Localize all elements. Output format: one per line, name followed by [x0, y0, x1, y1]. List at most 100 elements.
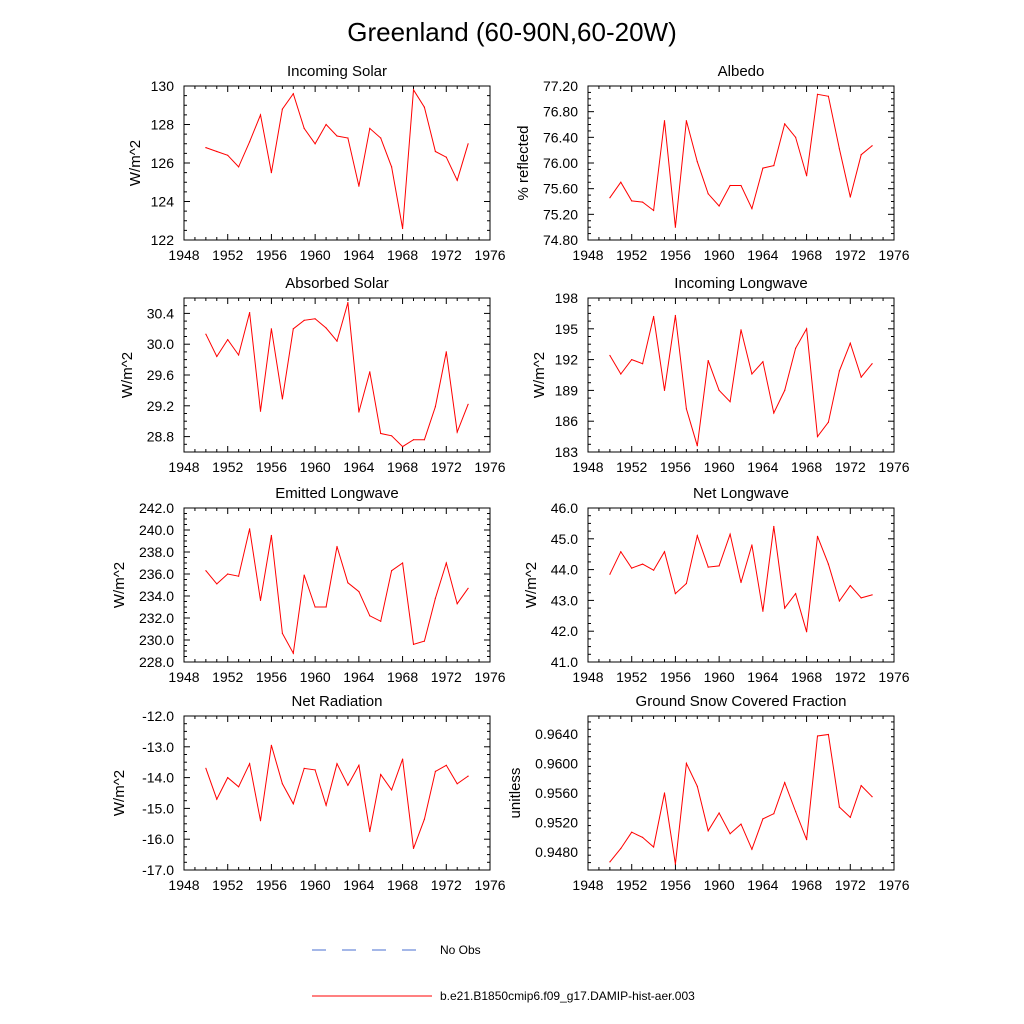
- x-tick-label: 1952: [616, 247, 647, 263]
- x-tick-label: 1960: [704, 669, 735, 685]
- data-point: [227, 777, 229, 779]
- data-point: [707, 360, 709, 362]
- data-point: [259, 599, 262, 602]
- data-point: [784, 782, 786, 784]
- data-point: [849, 196, 851, 198]
- y-tick-label: 126: [151, 155, 175, 171]
- data-point: [281, 108, 283, 110]
- x-tick-label: 1948: [572, 247, 603, 263]
- data-point: [609, 573, 611, 575]
- y-tick-label: 77.20: [543, 78, 578, 94]
- x-tick-label: 1960: [300, 459, 331, 475]
- series-line: [205, 528, 469, 655]
- plot-frame: [587, 507, 895, 663]
- data-point: [445, 764, 447, 766]
- data-point: [467, 587, 469, 589]
- data-point: [369, 830, 371, 833]
- data-point: [729, 533, 731, 535]
- data-point: [303, 127, 305, 129]
- data-point: [871, 363, 873, 365]
- data-point: [827, 733, 830, 736]
- data-point: [773, 813, 775, 815]
- x-tick-label: 1972: [835, 459, 866, 475]
- data-point: [685, 408, 688, 410]
- panel-title: Ground Snow Covered Fraction: [636, 693, 847, 710]
- y-tick-label: 75.60: [543, 181, 578, 197]
- x-tick-label: 1964: [747, 877, 778, 893]
- data-point: [740, 581, 742, 584]
- data-point: [707, 193, 709, 195]
- data-point: [445, 156, 447, 158]
- plot-frame: [183, 715, 491, 871]
- y-tick-label: 0.9480: [535, 844, 578, 860]
- data-point: [292, 93, 294, 95]
- y-tick-label: 43.0: [551, 592, 578, 608]
- data-point: [292, 803, 294, 805]
- y-tick-label: 74.80: [543, 232, 578, 248]
- data-point: [674, 314, 677, 317]
- plot-frame: [587, 85, 895, 241]
- panel-emitted-longwave: Emitted Longwave 1948 1952 1956 1960 1964 1968…: [111, 485, 506, 685]
- y-tick-label: 228.0: [139, 654, 174, 670]
- data-point: [434, 597, 436, 599]
- data-point: [270, 172, 272, 174]
- data-point: [303, 767, 305, 770]
- x-tick-label: 1972: [835, 877, 866, 893]
- x-tick-label: 1952: [212, 459, 243, 475]
- data-point: [707, 830, 709, 832]
- y-axis-label: W/m^2: [531, 352, 548, 398]
- y-tick-label: 0.9560: [535, 785, 578, 801]
- data-point: [402, 446, 404, 448]
- series-line: [609, 93, 873, 228]
- x-tick-label: 1976: [474, 459, 505, 475]
- x-tick-label: 1964: [343, 669, 374, 685]
- x-tick-label: 1948: [572, 877, 603, 893]
- y-tick-label: 242.0: [139, 500, 174, 516]
- data-point: [871, 594, 873, 596]
- y-tick-label: 198: [555, 290, 579, 306]
- panel-title: Incoming Longwave: [674, 275, 807, 292]
- data-point: [773, 165, 775, 167]
- data-point: [270, 744, 272, 746]
- data-point: [642, 836, 644, 839]
- data-point: [740, 823, 742, 825]
- data-point: [685, 582, 688, 585]
- series-line: [205, 88, 469, 229]
- x-tick-label: 1968: [387, 669, 418, 685]
- x-tick-label: 1972: [431, 247, 462, 263]
- series-line: [609, 733, 873, 865]
- data-point: [784, 607, 786, 609]
- x-tick-label: 1972: [835, 247, 866, 263]
- panel-incoming-longwave: Incoming Longwave 1948 1952 1956 1960 1964 196…: [531, 275, 910, 475]
- data-point: [445, 562, 447, 564]
- data-point: [631, 831, 633, 833]
- data-point: [249, 763, 251, 765]
- x-tick-label: 1956: [256, 459, 287, 475]
- data-point: [412, 643, 415, 646]
- x-tick-label: 1956: [660, 669, 691, 685]
- data-point: [751, 848, 753, 850]
- x-tick-label: 1956: [256, 877, 287, 893]
- panel-title: Net Radiation: [292, 693, 383, 710]
- data-point: [751, 208, 753, 210]
- data-point: [358, 411, 360, 413]
- data-point: [784, 123, 786, 125]
- data-point: [806, 631, 808, 633]
- data-point: [773, 412, 775, 414]
- y-tick-label: 192: [555, 352, 579, 368]
- data-point: [653, 569, 655, 571]
- y-tick-label: 230.0: [139, 632, 174, 648]
- data-point: [827, 421, 830, 423]
- y-tick-label: 42.0: [551, 623, 578, 639]
- data-point: [685, 120, 688, 122]
- y-tick-label: 29.2: [147, 398, 174, 414]
- data-point: [816, 735, 819, 737]
- y-tick-label: 29.6: [147, 367, 174, 383]
- data-point: [456, 783, 458, 785]
- x-tick-label: 1960: [704, 877, 735, 893]
- data-point: [642, 201, 644, 203]
- x-tick-label: 1960: [704, 247, 735, 263]
- data-point: [205, 147, 207, 149]
- data-point: [849, 342, 851, 344]
